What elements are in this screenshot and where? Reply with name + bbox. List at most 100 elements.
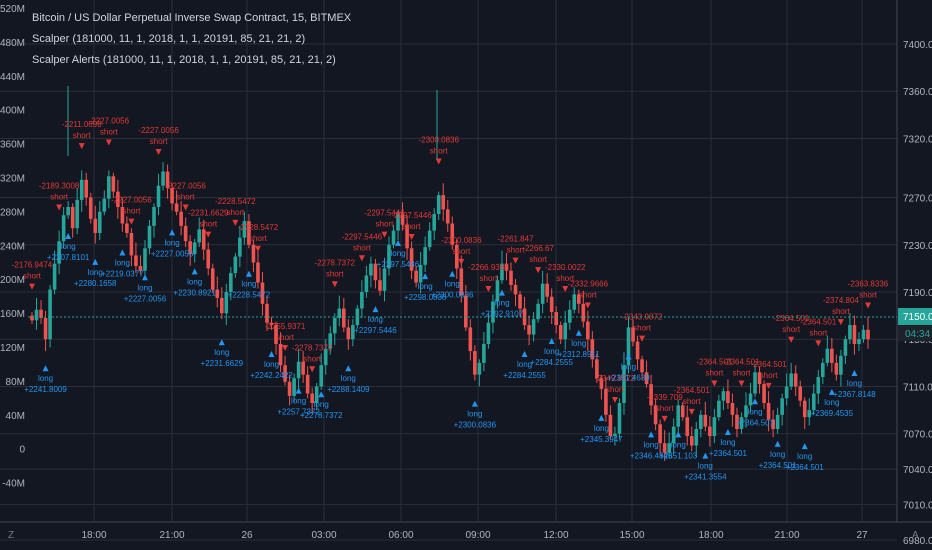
long-arrow-icon [295,387,302,394]
candle-body [156,185,161,207]
candle-body [450,223,455,245]
long-label: long [544,347,559,356]
candle-body [188,241,192,255]
short-signal: -2227.0056 short [89,117,130,146]
long-pnl-label: +2278.7372 [300,411,343,420]
candle-body [599,378,604,389]
short-signal: -2278.7372 short [292,343,333,373]
long-arrow-icon [42,365,49,372]
candle-body [138,266,143,271]
short-label: short [73,131,92,140]
symbol-title[interactable]: Bitcoin / US Dollar Perpetual Inverse Sw… [32,12,352,24]
short-pnl-label: -2255.9371 [265,322,306,331]
long-arrow-icon [548,338,555,345]
candle-body [88,197,93,219]
candle-body [662,443,667,453]
short-arrow-icon [358,255,365,262]
short-arrow-icon [232,219,239,226]
candle-body [482,343,486,363]
long-label: long [165,238,180,247]
price-axis[interactable]: 7400.0 7360.0 7320.0 7270.0 7230.0 7190.0 7150… [903,40,932,547]
long-arrow-icon [268,351,275,358]
long-pnl-label: +2288.1409 [327,385,370,394]
time-tick-label: 15:00 [619,530,644,541]
short-arrow-icon [815,340,822,347]
timezone-z-button[interactable]: Z [8,530,15,541]
long-pnl-label: +2346.4845 [630,451,673,460]
short-signal: -2261.847 short [498,235,534,264]
long-label: long [847,379,862,388]
long-arrow-icon [422,273,429,280]
price-tick-label: 7110.0 [903,382,932,393]
indicator-scalper-alerts[interactable]: Scalper Alerts (181000, 11, 1, 2018, 1, … [32,54,336,66]
candle-body [229,273,233,292]
candle-body [739,417,744,429]
long-arrow-icon [521,351,528,358]
short-arrow-icon [611,397,618,404]
candle-body [319,365,324,387]
candle-body [161,171,165,186]
candle-body [500,263,504,281]
long-pnl-label: +2369.4535 [811,409,854,418]
short-pnl-label: -2364.501 [696,357,733,366]
indicator-scalper[interactable]: Scalper (181000, 11, 1, 2018, 1, 1, 2019… [32,33,306,45]
long-label: long [720,438,735,447]
short-pnl-label: -2349.9672 [595,374,636,383]
long-pnl-label: +2230.8921 [173,288,216,297]
candle-body [111,176,116,192]
candle-body [509,270,513,285]
candle-body [238,237,242,257]
short-signal: -2266.67 short [522,244,554,274]
candle-body [748,393,753,406]
long-pnl-label: +2351.4639 [607,373,650,382]
candle-body [626,327,631,366]
short-pnl-label: -2364.501 [773,314,810,323]
candle-body [581,303,586,322]
short-signal: -2364.501 short [773,314,810,343]
candle-body [93,218,98,233]
candle-body [247,221,251,245]
long-signal: long +2351.103 [659,431,698,460]
candle-body [640,359,644,373]
time-tick-label: 06:00 [388,530,413,541]
candle-body [251,244,256,263]
long-pnl-label: +2227.0056 [124,294,167,303]
candle-body [79,179,84,200]
volume-tick-label: 80M [6,377,25,388]
candle-body [215,289,220,298]
candle-body [491,301,495,323]
long-arrow-icon [169,229,176,236]
candle-body [265,303,269,323]
time-tick-label: 21:00 [159,530,184,541]
short-label: short [683,397,702,406]
candle-body [287,381,292,396]
candle-body [554,312,558,326]
long-arrow-icon [801,443,808,450]
short-arrow-icon [661,415,668,422]
price-tick-label: 7190.0 [903,288,932,299]
short-pnl-label: -2300.0836 [418,135,459,144]
candle-body [590,339,595,360]
candle-body [445,209,450,224]
short-arrow-icon [711,380,718,387]
short-pnl-label: -2266.67 [522,244,554,253]
time-axis[interactable]: 18:00 21:00 26 03:00 06:00 09:00 12:00 15:00 18:… [81,530,868,541]
long-signal: long +2341.3554 [684,452,727,482]
volume-tick-label: 400M [0,106,25,117]
long-signal: long +2230.8921 [173,268,216,297]
short-signal: -2227.0056 short [111,196,152,225]
candle-body [97,211,102,233]
long-signal: long +2227.0056 [124,274,167,303]
candle-body [170,188,174,204]
candle-body [595,359,599,379]
long-signal: long +2364.501 [786,443,824,472]
candle-body [495,280,500,302]
short-pnl-label: -2231.6629 [188,209,229,218]
long-signal: long +2364.501 [759,440,797,470]
long-pnl-label: +2242.2422 [250,371,293,380]
short-signal: -2300.0836 short [418,135,459,165]
candle-body [586,321,590,340]
short-arrow-icon [155,149,162,156]
auto-scale-button[interactable]: A [912,530,919,541]
